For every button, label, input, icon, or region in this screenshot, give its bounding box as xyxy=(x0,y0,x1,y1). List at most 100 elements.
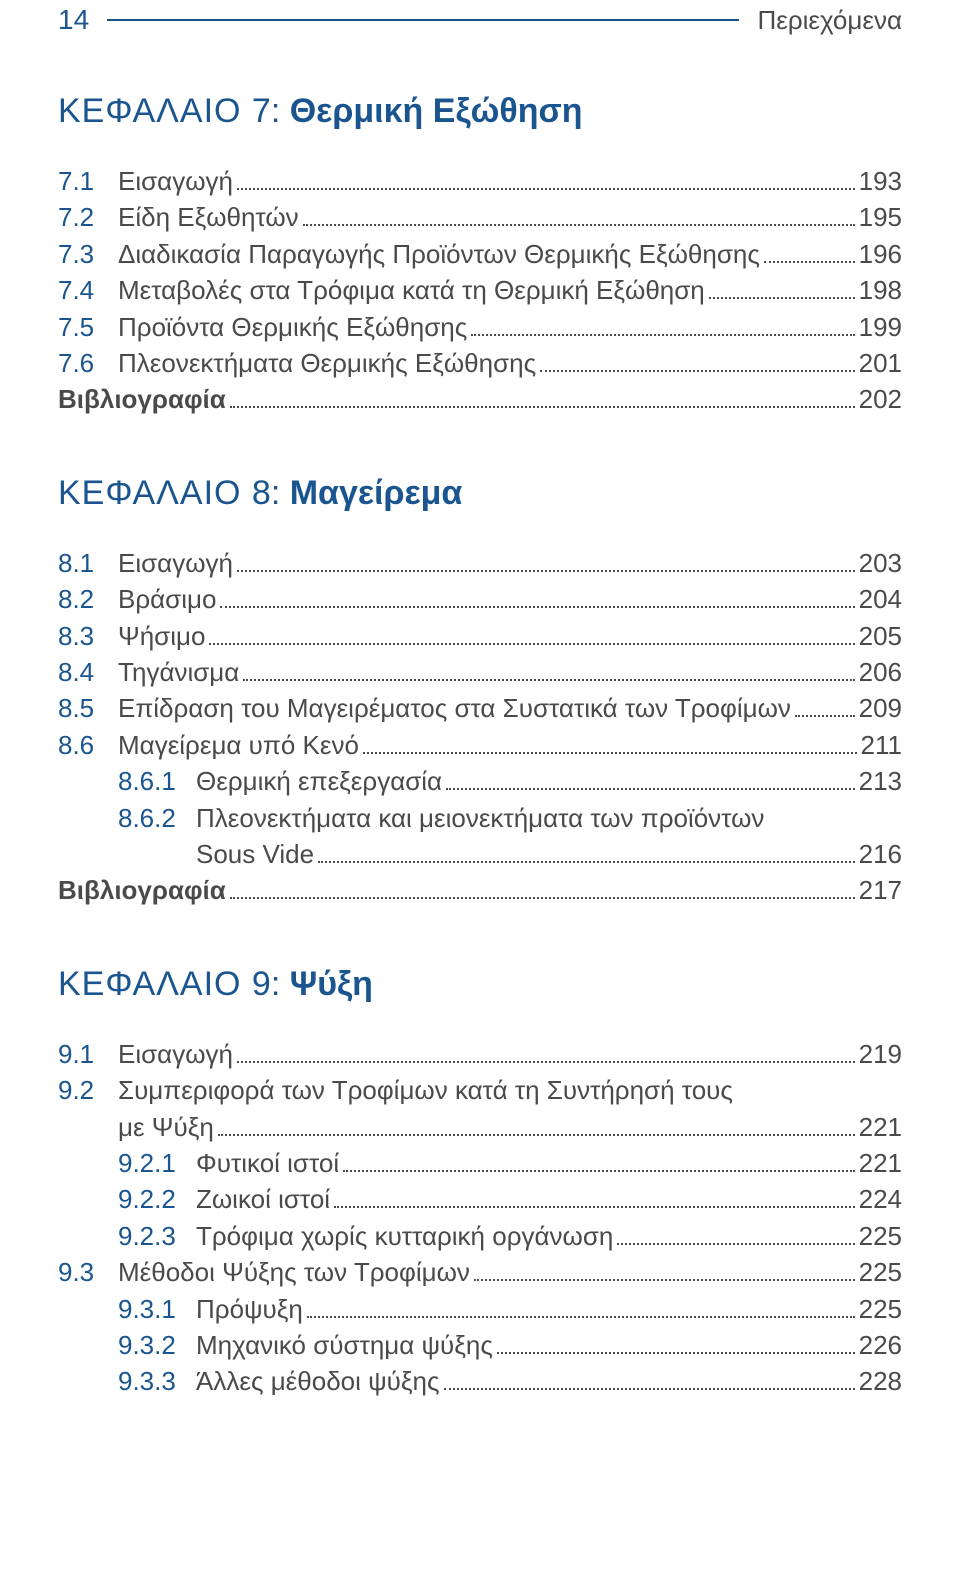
toc-entry: 8.4Τηγάνισμα206 xyxy=(58,654,902,690)
toc-label: Βράσιμο xyxy=(118,581,216,617)
toc-dots xyxy=(795,715,855,717)
toc-label: Ζωικοί ιστοί xyxy=(196,1181,330,1217)
toc-dots xyxy=(446,788,855,790)
chapter-block: ΚΕΦΑΛΑΙΟ 9: Ψύξη9.1Εισαγωγή2199.2Συμπερι… xyxy=(58,965,902,1400)
toc-entry: 9.3Μέθοδοι Ψύξης των Τροφίμων225 xyxy=(58,1254,902,1290)
toc-page: 205 xyxy=(859,618,902,654)
toc-label: Άλλες μέθοδοι ψύξης xyxy=(196,1363,440,1399)
toc-label: Εισαγωγή xyxy=(118,545,233,581)
chapter-number: 8: xyxy=(252,474,290,512)
toc-entry: 8.6Μαγείρεμα υπό Κενό211 xyxy=(58,727,902,763)
toc-number: 9.1 xyxy=(58,1036,118,1072)
chapter-number: 7: xyxy=(252,92,290,130)
toc-label: Θερμική επεξεργασία xyxy=(196,763,442,799)
toc-label-wrap: Συμπεριφορά των Τροφίμων κατά τη Συντήρη… xyxy=(118,1072,902,1145)
toc-number: 7.6 xyxy=(58,345,118,381)
toc-number: 9.2.1 xyxy=(118,1145,196,1181)
toc-dots xyxy=(497,1352,855,1354)
header-divider xyxy=(107,19,739,21)
toc-dots xyxy=(243,679,854,681)
toc-number: 9.3.1 xyxy=(118,1291,196,1327)
toc-page: 226 xyxy=(859,1327,902,1363)
toc-number: 8.1 xyxy=(58,545,118,581)
toc-page: 206 xyxy=(859,654,902,690)
toc-dots xyxy=(363,752,857,754)
page-number: 14 xyxy=(58,4,89,36)
toc-page: 221 xyxy=(859,1109,902,1145)
toc-dots xyxy=(237,570,855,572)
toc-page: 228 xyxy=(859,1363,902,1399)
toc-entry: 9.2.3Τρόφιμα χωρίς κυτταρική οργάνωση 225 xyxy=(58,1218,902,1254)
toc-label: Μηχανικό σύστημα ψύξης xyxy=(196,1327,493,1363)
toc-page: 219 xyxy=(859,1036,902,1072)
toc-entry: 7.4Μεταβολές στα Τρόφιμα κατά τη Θερμική… xyxy=(58,272,902,308)
toc-number: 9.3 xyxy=(58,1254,118,1290)
chapter-word: ΚΕΦΑΛΑΙΟ xyxy=(58,474,252,512)
toc-dots xyxy=(318,861,855,863)
toc-label: Sous Vide xyxy=(196,836,314,872)
toc-dots xyxy=(230,897,855,899)
toc-number: 9.2.3 xyxy=(118,1218,196,1254)
toc-dots xyxy=(303,224,855,226)
toc-number: 8.2 xyxy=(58,581,118,617)
toc-label: Είδη Εξωθητών xyxy=(118,199,299,235)
toc-label: Μεταβολές στα Τρόφιμα κατά τη Θερμική Εξ… xyxy=(118,272,705,308)
toc-entry: 8.6.1Θερμική επεξεργασία213 xyxy=(58,763,902,799)
toc-label: Διαδικασία Παραγωγής Προϊόντων Θερμικής … xyxy=(118,236,760,272)
toc-number: 8.5 xyxy=(58,690,118,726)
toc-label: Εισαγωγή xyxy=(118,163,233,199)
chapter-title: ΚΕΦΑΛΑΙΟ 9: Ψύξη xyxy=(58,965,902,1004)
toc-number: 7.1 xyxy=(58,163,118,199)
toc-page: 196 xyxy=(859,236,902,272)
toc-entry: 9.3.2Μηχανικό σύστημα ψύξης 226 xyxy=(58,1327,902,1363)
toc-number: 7.5 xyxy=(58,309,118,345)
toc-number: 8.3 xyxy=(58,618,118,654)
toc-label-wrap: Πλεονεκτήματα και μειονεκτήματα των προϊ… xyxy=(196,800,902,873)
toc-label: Μαγείρεμα υπό Κενό xyxy=(118,727,359,763)
toc-number: 9.2.2 xyxy=(118,1181,196,1217)
chapter-number: 9: xyxy=(252,965,290,1003)
toc-dots xyxy=(471,334,854,336)
toc-number: 9.3.2 xyxy=(118,1327,196,1363)
toc-entry: 8.5Επίδραση του Μαγειρέματος στα Συστατι… xyxy=(58,690,902,726)
toc-page: 225 xyxy=(859,1218,902,1254)
toc-page: 195 xyxy=(859,199,902,235)
toc-entry: 7.6Πλεονεκτήματα Θερμικής Εξώθησης201 xyxy=(58,345,902,381)
toc-number: 9.3.3 xyxy=(118,1363,196,1399)
toc-label: Πλεονεκτήματα Θερμικής Εξώθησης xyxy=(118,345,536,381)
toc-page: 202 xyxy=(859,381,902,417)
toc-label: Τρόφιμα χωρίς κυτταρική οργάνωση xyxy=(196,1218,613,1254)
chapters-container: ΚΕΦΑΛΑΙΟ 7: Θερμική Εξώθηση7.1Εισαγωγή19… xyxy=(58,92,902,1400)
toc-entry: 7.5Προϊόντα Θερμικής Εξώθησης199 xyxy=(58,309,902,345)
toc-entry: 7.3Διαδικασία Παραγωγής Προϊόντων Θερμικ… xyxy=(58,236,902,272)
toc-dots xyxy=(709,297,855,299)
toc-page: 217 xyxy=(859,872,902,908)
chapter-title: ΚΕΦΑΛΑΙΟ 8: Μαγείρεμα xyxy=(58,474,902,513)
chapter-name: Ψύξη xyxy=(290,965,373,1003)
toc-dots xyxy=(237,188,855,190)
toc-page: 198 xyxy=(859,272,902,308)
toc-entry: 9.2.1Φυτικοί ιστοί221 xyxy=(58,1145,902,1181)
toc-label: Βιβλιογραφία xyxy=(58,381,226,417)
toc-dots xyxy=(209,643,854,645)
toc-label: Πλεονεκτήματα και μειονεκτήματα των προϊ… xyxy=(196,800,764,836)
toc-entry: 8.3Ψήσιμο205 xyxy=(58,618,902,654)
toc-entry: 8.6.2Πλεονεκτήματα και μειονεκτήματα των… xyxy=(58,800,902,873)
toc-page: 224 xyxy=(859,1181,902,1217)
toc-dots xyxy=(474,1279,855,1281)
toc-entry: 7.2Είδη Εξωθητών195 xyxy=(58,199,902,235)
toc-label: Βιβλιογραφία xyxy=(58,872,226,908)
toc-page: 225 xyxy=(859,1254,902,1290)
toc-dots xyxy=(444,1388,855,1390)
toc-number: 7.4 xyxy=(58,272,118,308)
toc-label: με Ψύξη xyxy=(118,1109,214,1145)
toc-entry: 9.3.1Πρόψυξη225 xyxy=(58,1291,902,1327)
toc-page: 213 xyxy=(859,763,902,799)
chapter-word: ΚΕΦΑΛΑΙΟ xyxy=(58,965,252,1003)
toc-page: 209 xyxy=(859,690,902,726)
page-container: 14 Περιεχόμενα ΚΕΦΑΛΑΙΟ 7: Θερμική Εξώθη… xyxy=(0,0,960,1573)
chapter-title: ΚΕΦΑΛΑΙΟ 7: Θερμική Εξώθηση xyxy=(58,92,902,131)
toc-page: 211 xyxy=(861,727,902,763)
toc-label: Τηγάνισμα xyxy=(118,654,239,690)
toc-label: Εισαγωγή xyxy=(118,1036,233,1072)
